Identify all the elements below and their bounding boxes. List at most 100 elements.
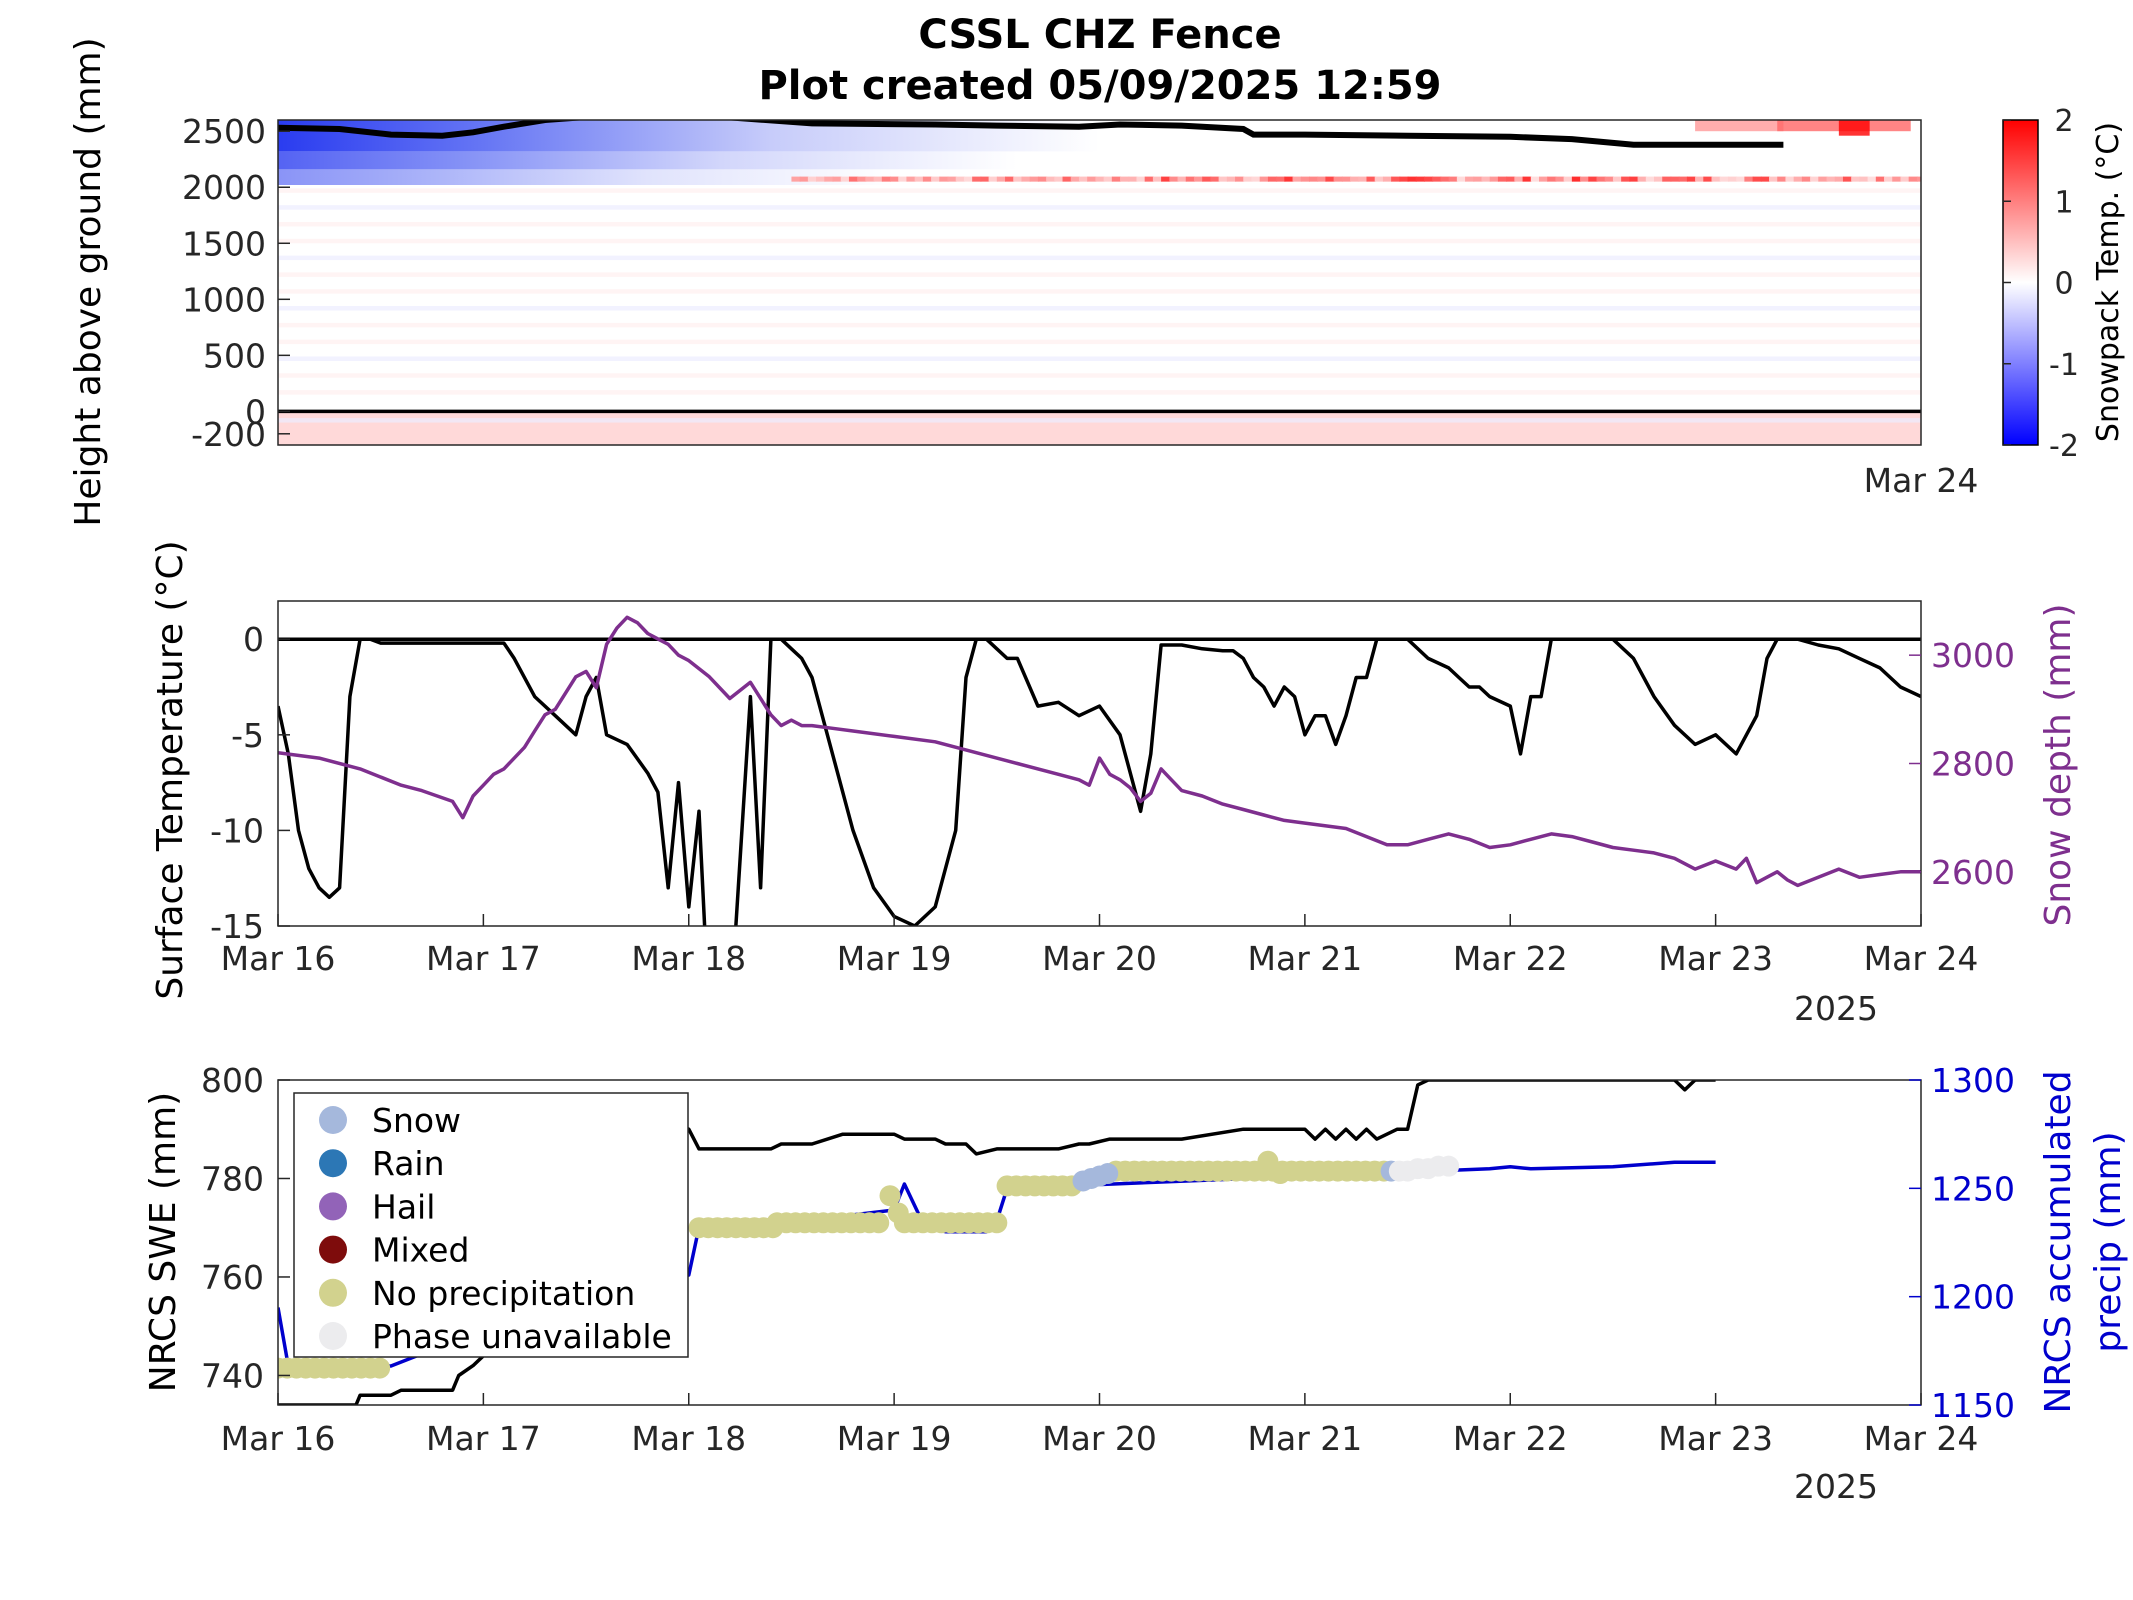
warm-snowpack-cell xyxy=(1522,176,1532,182)
precip-ytick-label: 1250 xyxy=(1931,1169,2015,1208)
legend-box xyxy=(293,1092,689,1358)
warm-snowpack-cell xyxy=(922,176,933,182)
warm-snowpack-cell xyxy=(1834,176,1844,182)
colorbar-label: Snowpack Temp. (°C) xyxy=(2091,122,2126,442)
warm-snowpack-cell xyxy=(1374,176,1384,182)
surface-temp-xtick-label: Mar 17 xyxy=(426,939,541,978)
legend-label: No precipitation xyxy=(372,1274,635,1313)
warm-snowpack-cell xyxy=(1284,176,1294,182)
warm-snowpack-cell xyxy=(1547,176,1557,182)
surface-temp-xtick-label: Mar 18 xyxy=(631,939,746,978)
warm-snowpack-cell xyxy=(1465,176,1475,182)
warm-snowpack-cell xyxy=(1859,176,1869,182)
heatmap-cells xyxy=(278,120,1921,445)
snowpack-temperature-stripe xyxy=(278,339,1921,345)
snow-surface-line xyxy=(278,120,1784,148)
warm-snowpack-cell xyxy=(1908,176,1918,182)
warm-snowpack-cell xyxy=(1276,176,1286,182)
warm-snowpack-cell xyxy=(1037,176,1048,182)
panel2-year-label: 2025 xyxy=(1794,989,1878,1028)
warm-snowpack-cell xyxy=(1851,176,1861,182)
warm-snowpack-cell xyxy=(1580,176,1590,182)
warm-snowpack-cell xyxy=(1128,176,1138,182)
warm-snowpack-cell xyxy=(1448,176,1458,182)
snowpack-temperature-stripe xyxy=(278,272,1921,277)
warm-snowpack-cell xyxy=(1391,176,1401,182)
warm-snowpack-cell xyxy=(1251,176,1261,182)
warm-snowpack-cell xyxy=(1695,176,1705,182)
warm-snowpack-cell xyxy=(1235,176,1245,182)
warm-snowpack-cell xyxy=(963,176,974,182)
no-precipitation-marker xyxy=(868,1212,890,1234)
warm-snowpack-cell xyxy=(1530,176,1541,182)
swe-ytick-label: 780 xyxy=(201,1159,264,1198)
swe-ytick-label: 800 xyxy=(201,1061,264,1100)
snowpack-temperature-stripe xyxy=(278,390,1921,395)
warm-snowpack-cell xyxy=(1317,176,1327,182)
swe-xtick-label: Mar 16 xyxy=(221,1419,336,1458)
legend-label: Hail xyxy=(372,1187,435,1226)
warm-snowpack-cell xyxy=(1777,176,1787,182)
legend-label: Phase unavailable xyxy=(372,1317,672,1356)
warm-snowpack-cell xyxy=(1686,176,1697,182)
legend-swatch xyxy=(319,1106,347,1134)
swe-xtick-label: Mar 19 xyxy=(837,1419,952,1458)
warm-snowpack-cell xyxy=(865,176,875,182)
warm-snowpack-cell xyxy=(1489,176,1499,182)
warm-snowpack-cell xyxy=(1842,176,1853,182)
warm-snowpack-cell xyxy=(1210,176,1220,182)
warm-snowpack-cell xyxy=(816,176,826,182)
warm-snowpack-cell xyxy=(873,176,883,182)
heatmap-xtick-label: Mar 24 xyxy=(1864,461,1979,500)
warm-snowpack-cell xyxy=(1185,176,1195,182)
warm-snowpack-cell xyxy=(1900,176,1910,182)
swe-panel: 800 780 760 740 1300 1250 1200 1150 Mar 16 Mar 17… xyxy=(143,1061,2129,1506)
warm-snowpack-cell xyxy=(1481,176,1491,182)
warm-snowpack-cell xyxy=(1029,176,1039,182)
warm-snowpack-cell xyxy=(898,176,908,182)
panel3-year-label: 2025 xyxy=(1794,1467,1878,1506)
warm-snowpack-cell xyxy=(1662,176,1672,182)
heatmap-ytick-label: 1500 xyxy=(182,224,266,263)
swe-xtick-label: Mar 18 xyxy=(631,1419,746,1458)
snowpack-temperature-stripe xyxy=(278,289,1921,294)
warm-snowpack-cell xyxy=(1267,176,1278,182)
surface-temperature-frame xyxy=(277,600,1922,927)
cold-snowpack-cell xyxy=(278,169,895,185)
warm-snowpack-cell xyxy=(1399,176,1409,182)
snowpack-temperature-stripe xyxy=(278,373,1921,378)
heatmap-ytick-label: 2000 xyxy=(182,168,266,207)
warm-snowpack-cell xyxy=(1193,176,1204,182)
warm-snowpack-cell xyxy=(1062,176,1072,182)
warm-snowpack-cell xyxy=(807,176,818,182)
cold-snowpack-cell xyxy=(278,151,1018,170)
heatmap-axis: -2000 500 1000 1500 2000 2500 Mar 24 xyxy=(182,112,1978,500)
colorbar-tick-label: 2 xyxy=(2054,104,2073,139)
warm-snowpack-cell xyxy=(1785,176,1795,182)
warm-snowpack-cell xyxy=(1177,176,1187,182)
warm-snowpack-cell xyxy=(1497,176,1508,182)
colorbar-tick-label: -2 xyxy=(2049,429,2079,464)
warm-snowpack-cell xyxy=(1054,176,1064,182)
warm-snowpack-cell xyxy=(931,176,941,182)
precip-ytick-label: 1300 xyxy=(1931,1061,2015,1100)
heatmap-ytick-label: -200 xyxy=(191,415,266,454)
warm-snowpack-cell xyxy=(1818,176,1828,182)
colorbar: -2 -1 0 1 2 xyxy=(2002,104,2079,464)
warm-snowpack-cell xyxy=(972,176,982,182)
warm-snowpack-cell xyxy=(1333,176,1343,182)
surface-temp-xtick-label: Mar 19 xyxy=(837,939,952,978)
warm-snowpack-cell xyxy=(1169,176,1179,182)
warm-snowpack-cell xyxy=(1423,176,1434,182)
warm-snowpack-cell xyxy=(881,176,892,182)
colorbar-tick-label: 1 xyxy=(2054,185,2073,220)
legend-swatch xyxy=(319,1322,347,1350)
warm-snowpack-cell xyxy=(1087,176,1097,182)
warm-snowpack-cell xyxy=(1506,176,1516,182)
warm-snowpack-cell xyxy=(857,176,867,182)
legend-label: Rain xyxy=(372,1144,445,1183)
warm-snowpack-cell xyxy=(1571,176,1582,182)
warm-snowpack-cell xyxy=(1621,176,1631,182)
